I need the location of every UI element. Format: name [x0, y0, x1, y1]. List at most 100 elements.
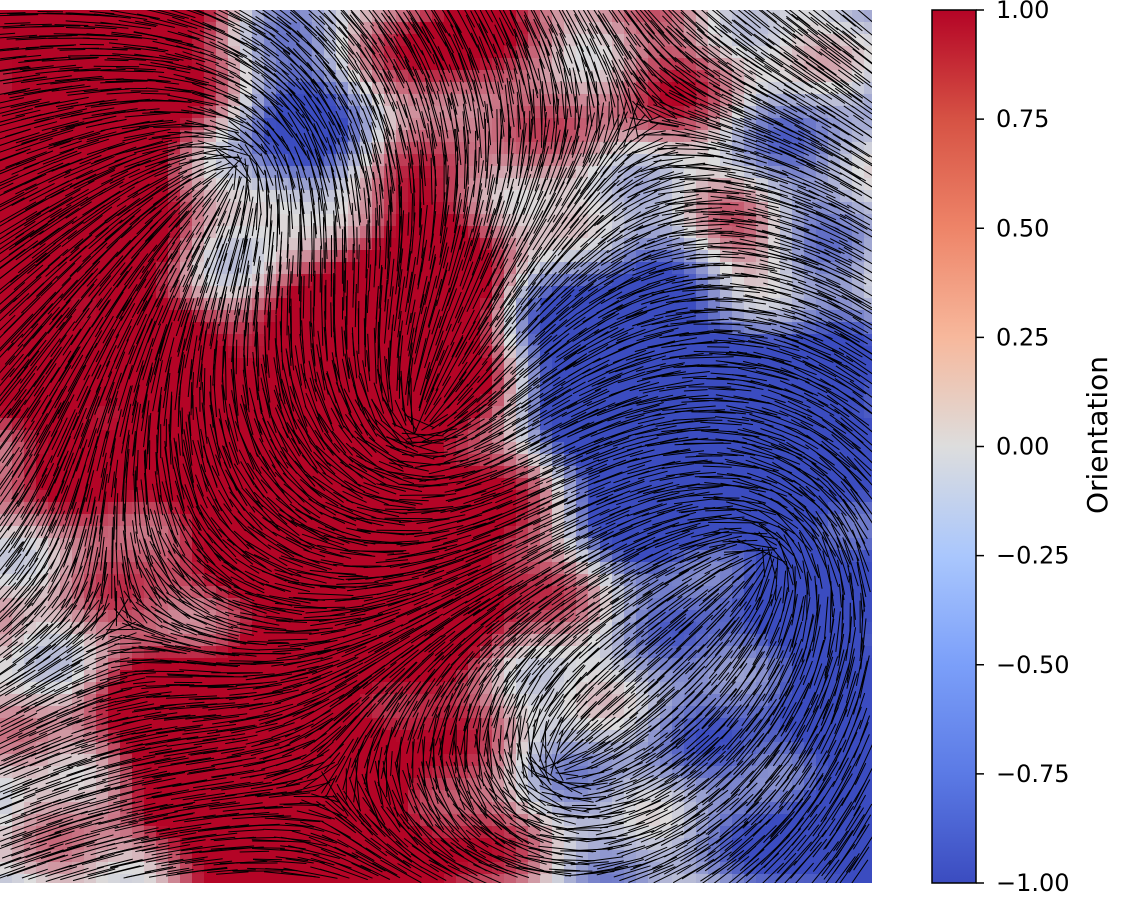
orientation-cell — [540, 670, 553, 683]
orientation-cell — [36, 154, 49, 167]
orientation-cell — [864, 754, 877, 767]
orientation-cell — [264, 334, 277, 347]
orientation-cell — [300, 166, 313, 179]
orientation-cell — [372, 238, 385, 251]
orientation-cell — [180, 730, 193, 743]
orientation-cell — [72, 46, 85, 59]
orientation-cell — [36, 106, 49, 119]
orientation-cell — [864, 22, 877, 35]
orientation-cell — [252, 670, 265, 683]
orientation-cell — [216, 58, 229, 71]
orientation-cell — [0, 598, 13, 611]
orientation-cell — [12, 730, 25, 743]
orientation-cell — [720, 262, 733, 275]
orientation-cell — [864, 646, 877, 659]
orientation-cell — [852, 478, 865, 491]
orientation-cell — [204, 682, 217, 695]
orientation-cell — [264, 118, 277, 131]
orientation-cell — [180, 550, 193, 563]
orientation-cell — [384, 214, 397, 227]
orientation-cell — [288, 262, 301, 275]
orientation-cell — [312, 10, 325, 23]
orientation-cell — [300, 262, 313, 275]
orientation-cell — [0, 670, 13, 683]
orientation-cell — [804, 550, 817, 563]
orientation-cell — [648, 742, 661, 755]
orientation-cell — [360, 562, 373, 575]
orientation-cell — [360, 478, 373, 491]
orientation-cell — [0, 10, 13, 23]
orientation-cell — [576, 394, 589, 407]
orientation-cell — [216, 682, 229, 695]
orientation-cell — [288, 46, 301, 59]
orientation-cell — [216, 430, 229, 443]
orientation-cell — [840, 490, 853, 503]
orientation-cell — [576, 250, 589, 263]
orientation-cell — [732, 286, 745, 299]
orientation-cell — [864, 82, 877, 95]
orientation-cell — [180, 658, 193, 671]
orientation-cell — [372, 202, 385, 215]
orientation-cell — [696, 10, 709, 23]
orientation-cell — [264, 190, 277, 203]
orientation-cell — [300, 58, 313, 71]
orientation-cell — [180, 394, 193, 407]
orientation-cell — [216, 718, 229, 731]
orientation-cell — [372, 226, 385, 239]
orientation-cell — [432, 178, 445, 191]
orientation-cell — [504, 142, 517, 155]
orientation-cell — [348, 562, 361, 575]
orientation-cell — [252, 202, 265, 215]
orientation-cell — [108, 538, 121, 551]
orientation-cell — [384, 538, 397, 551]
orientation-cell — [0, 394, 13, 407]
orientation-cell — [216, 334, 229, 347]
orientation-cell — [72, 10, 85, 23]
orientation-cell — [492, 130, 505, 143]
orientation-cell — [276, 310, 289, 323]
orientation-cell — [444, 322, 457, 335]
orientation-cell — [12, 646, 25, 659]
orientation-cell — [480, 70, 493, 83]
orientation-cell — [168, 334, 181, 347]
orientation-cell — [144, 430, 157, 443]
orientation-cell — [708, 622, 721, 635]
orientation-cell — [492, 742, 505, 755]
orientation-cell — [780, 418, 793, 431]
orientation-cell — [660, 514, 673, 527]
orientation-cell — [420, 370, 433, 383]
orientation-cell — [396, 526, 409, 539]
orientation-cell — [708, 358, 721, 371]
orientation-cell — [804, 598, 817, 611]
orientation-cell — [240, 634, 253, 647]
orientation-cell — [420, 718, 433, 731]
orientation-cell — [432, 190, 445, 203]
orientation-cell — [480, 694, 493, 707]
orientation-cell — [240, 22, 253, 35]
orientation-cell — [168, 382, 181, 395]
orientation-cell — [696, 634, 709, 647]
orientation-cell — [864, 634, 877, 647]
orientation-cell — [864, 790, 877, 803]
orientation-cell — [720, 34, 733, 47]
orientation-cell — [864, 682, 877, 695]
orientation-cell — [180, 94, 193, 107]
orientation-cell — [780, 178, 793, 191]
orientation-cell — [360, 322, 373, 335]
orientation-cell — [84, 622, 97, 635]
orientation-cell — [564, 154, 577, 167]
orientation-cell — [372, 250, 385, 263]
orientation-cell — [276, 334, 289, 347]
orientation-cell — [408, 754, 421, 767]
orientation-cell — [24, 22, 37, 35]
orientation-cell — [564, 790, 577, 803]
orientation-cell — [840, 190, 853, 203]
orientation-cell — [852, 226, 865, 239]
orientation-cell — [120, 94, 133, 107]
orientation-cell — [288, 826, 301, 839]
orientation-cell — [864, 418, 877, 431]
orientation-cell — [708, 22, 721, 35]
orientation-cell — [696, 766, 709, 779]
orientation-cell — [516, 610, 529, 623]
orientation-cell — [240, 346, 253, 359]
